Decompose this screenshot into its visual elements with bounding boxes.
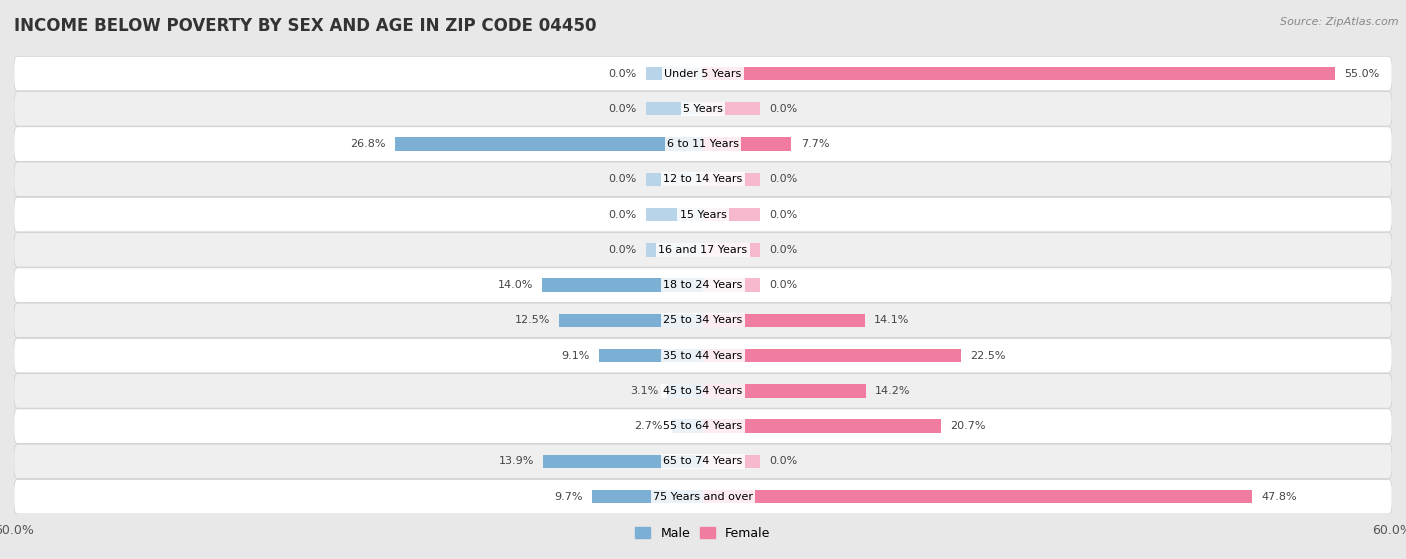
Bar [703,102,761,116]
Text: 14.0%: 14.0% [498,280,533,290]
Text: 0.0%: 0.0% [769,456,797,466]
Text: 75 Years and over: 75 Years and over [652,492,754,501]
Text: 0.0%: 0.0% [769,280,797,290]
Text: 6 to 11 Years: 6 to 11 Years [666,139,740,149]
FancyBboxPatch shape [14,233,1392,267]
Text: 14.2%: 14.2% [875,386,911,396]
Bar [543,454,703,468]
Bar [592,490,703,503]
Text: 12.5%: 12.5% [515,315,550,325]
FancyBboxPatch shape [14,197,1392,232]
Text: Source: ZipAtlas.com: Source: ZipAtlas.com [1281,17,1399,27]
Text: 0.0%: 0.0% [609,210,637,220]
FancyBboxPatch shape [14,162,1392,197]
Bar [703,67,1334,80]
Text: 35 to 44 Years: 35 to 44 Years [664,350,742,361]
Text: 0.0%: 0.0% [609,104,637,114]
Text: 14.1%: 14.1% [875,315,910,325]
Text: 7.7%: 7.7% [800,139,830,149]
Text: 15 Years: 15 Years [679,210,727,220]
Text: 55 to 64 Years: 55 to 64 Years [664,421,742,431]
Bar [703,349,962,362]
Text: INCOME BELOW POVERTY BY SEX AND AGE IN ZIP CODE 04450: INCOME BELOW POVERTY BY SEX AND AGE IN Z… [14,17,596,35]
Text: 5 Years: 5 Years [683,104,723,114]
FancyBboxPatch shape [14,92,1392,126]
Text: 16 and 17 Years: 16 and 17 Years [658,245,748,255]
Text: 2.7%: 2.7% [634,421,662,431]
Text: 18 to 24 Years: 18 to 24 Years [664,280,742,290]
Text: 55.0%: 55.0% [1344,69,1379,78]
Text: 0.0%: 0.0% [769,104,797,114]
FancyBboxPatch shape [14,338,1392,373]
Bar [703,138,792,151]
FancyBboxPatch shape [14,409,1392,443]
Text: 0.0%: 0.0% [609,245,637,255]
Bar [703,384,866,397]
Text: 0.0%: 0.0% [609,69,637,78]
Text: 9.7%: 9.7% [554,492,582,501]
Bar [703,490,1251,503]
FancyBboxPatch shape [14,303,1392,338]
Text: Under 5 Years: Under 5 Years [665,69,741,78]
FancyBboxPatch shape [14,480,1392,514]
Bar [599,349,703,362]
FancyBboxPatch shape [14,127,1392,162]
Bar [560,314,703,327]
Bar [645,173,703,186]
Bar [395,138,703,151]
FancyBboxPatch shape [14,268,1392,302]
Text: 20.7%: 20.7% [950,421,986,431]
Bar [645,102,703,116]
Bar [703,243,761,257]
Bar [672,419,703,433]
FancyBboxPatch shape [14,444,1392,479]
Text: 3.1%: 3.1% [630,386,658,396]
Bar [645,208,703,221]
Bar [703,173,761,186]
Text: 0.0%: 0.0% [769,210,797,220]
Bar [703,314,865,327]
Bar [645,67,703,80]
Bar [543,278,703,292]
FancyBboxPatch shape [14,373,1392,408]
Text: 26.8%: 26.8% [350,139,387,149]
Bar [703,208,761,221]
Text: 25 to 34 Years: 25 to 34 Years [664,315,742,325]
Bar [668,384,703,397]
Text: 12 to 14 Years: 12 to 14 Years [664,174,742,184]
Text: 13.9%: 13.9% [499,456,534,466]
FancyBboxPatch shape [14,56,1392,91]
Text: 9.1%: 9.1% [561,350,589,361]
Bar [645,243,703,257]
Text: 0.0%: 0.0% [769,174,797,184]
Bar [703,278,761,292]
Legend: Male, Female: Male, Female [630,522,776,544]
Text: 0.0%: 0.0% [609,174,637,184]
Text: 45 to 54 Years: 45 to 54 Years [664,386,742,396]
Text: 65 to 74 Years: 65 to 74 Years [664,456,742,466]
Text: 0.0%: 0.0% [769,245,797,255]
Bar [703,454,761,468]
Bar [703,419,941,433]
Text: 22.5%: 22.5% [970,350,1007,361]
Text: 47.8%: 47.8% [1261,492,1296,501]
